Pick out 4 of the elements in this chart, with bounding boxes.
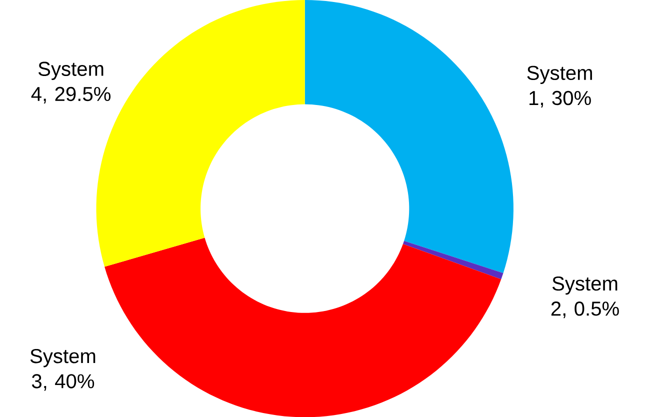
slice-label: System 3, 40% (30, 348, 96, 391)
slice-label: System 1, 30% (527, 66, 592, 108)
slice-label: System 4, 29.5% (31, 62, 110, 104)
slice-label: System 2, 0.5% (551, 276, 619, 318)
